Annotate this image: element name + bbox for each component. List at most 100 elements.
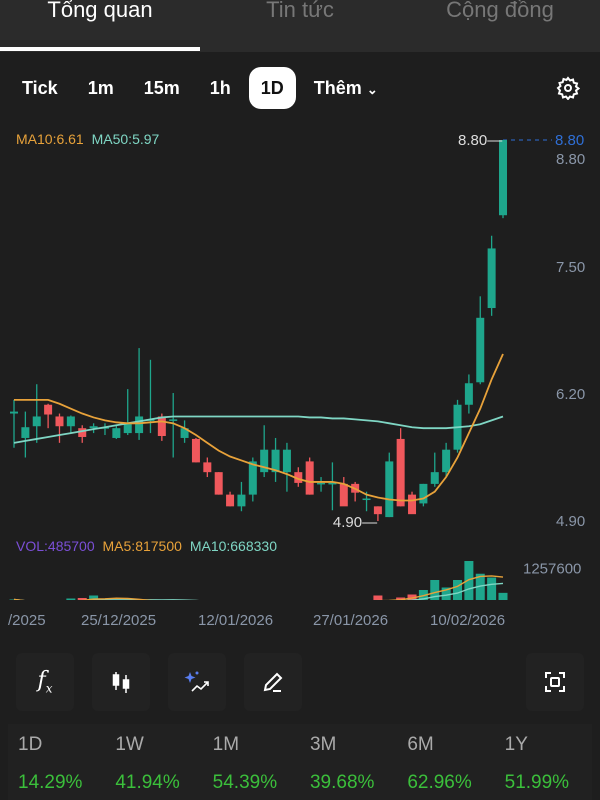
candle-body [260, 449, 269, 473]
return-period: 1W [115, 734, 144, 755]
volume-bar [396, 597, 406, 600]
return-value: 39.68% [309, 772, 375, 793]
return-3m[interactable]: 3M 39.68% [300, 724, 397, 800]
performance-returns: 1D 14.29% 1W 41.94% 1M 54.39% 3M 39.68% 6M 62… [8, 724, 592, 800]
return-period: 1Y [504, 734, 528, 755]
candle-body [294, 472, 303, 483]
x-axis-dates: /2025 25/12/2025 12/01/2026 27/01/2026 1… [0, 612, 600, 632]
y-tick-label: 8.80 [556, 151, 585, 168]
candle-body [135, 416, 144, 434]
candlestick-icon [112, 672, 130, 693]
top-tabs: Tổng quan Tin tức Cộng đồng [0, 0, 600, 52]
volume-bar [89, 595, 99, 600]
fullscreen-button[interactable] [526, 653, 584, 711]
volume-bar [77, 598, 87, 600]
candle-body [282, 449, 291, 473]
candle-body [339, 483, 348, 507]
x-tick-label: 25/12/2025 [81, 612, 157, 629]
return-period: 1D [18, 734, 43, 755]
return-1y[interactable]: 1Y 51.99% [495, 724, 592, 800]
volume-bar [475, 573, 485, 600]
x-tick-label: 12/01/2026 [198, 612, 274, 629]
low-price-label: 4.90— [333, 514, 377, 531]
candle-body [476, 317, 485, 383]
candle-body [203, 462, 212, 473]
x-tick-label: 10/02/2026 [430, 612, 506, 629]
volume-bar [373, 595, 383, 600]
chevron-down-icon: ⌄ [366, 82, 378, 97]
candle-body [430, 472, 439, 484]
candle-body [328, 482, 337, 485]
candle-body [66, 416, 75, 427]
interval-1h[interactable]: 1h [209, 78, 231, 98]
high-price-label: 8.80— [458, 132, 502, 149]
ma10-line [14, 353, 504, 502]
x-tick-label: /2025 [8, 612, 46, 629]
tab-community[interactable]: Cộng đồng [446, 0, 554, 22]
ma50-line [13, 415, 504, 444]
tab-news[interactable]: Tin tức [266, 0, 334, 22]
candle-body [271, 449, 280, 473]
candle-body [191, 438, 200, 463]
candle-body [89, 426, 98, 429]
chart-type-button[interactable] [92, 653, 150, 711]
candle-body [169, 419, 178, 421]
interval-tick[interactable]: Tick [22, 78, 58, 98]
draw-button[interactable] [244, 653, 302, 711]
candle-body [226, 494, 235, 507]
candle-body [78, 428, 87, 437]
interval-toolbar: Tick 1m 15m 1h 1D Thêm ⌄ [10, 66, 590, 110]
fullscreen-icon [545, 672, 565, 692]
volume-bar [487, 577, 497, 600]
y-tick-label: 6.20 [556, 386, 585, 403]
candle-body [32, 416, 41, 427]
interval-15m[interactable]: 15m [143, 78, 180, 98]
return-period: 3M [309, 734, 337, 755]
return-1w[interactable]: 1W 41.94% [105, 724, 202, 800]
volume-ma10-line [13, 582, 504, 600]
volume-bar [441, 587, 451, 600]
volume-bar [407, 594, 417, 600]
candle-body [419, 483, 428, 504]
return-1d[interactable]: 1D 14.29% [8, 724, 105, 800]
y-tick-label: 4.90 [556, 513, 585, 530]
candle-body [396, 438, 405, 507]
volume-max-label: 1257600 [523, 561, 581, 578]
candle-body [237, 494, 246, 507]
ai-analysis-button[interactable] [168, 653, 226, 711]
candle-body [373, 506, 382, 515]
candle-body [362, 498, 371, 501]
candle-body [487, 248, 496, 309]
candle-body [385, 461, 394, 518]
candle-body [248, 461, 257, 495]
return-value: 62.96% [407, 772, 472, 793]
more-label: Thêm [313, 78, 362, 98]
candle-body [55, 416, 64, 427]
interval-1m[interactable]: 1m [87, 78, 114, 98]
volume-bar [453, 580, 463, 600]
return-value: 41.94% [115, 772, 180, 793]
candle-body [408, 494, 417, 515]
candle-body [442, 449, 451, 473]
volume-bar [66, 598, 76, 600]
return-6m[interactable]: 6M 62.96% [397, 724, 494, 800]
return-value: 54.39% [212, 772, 278, 793]
indicator-button[interactable]: fx [16, 653, 74, 711]
candle-body [10, 411, 18, 414]
candle-body [123, 423, 132, 434]
candle-body [21, 427, 30, 438]
interval-1d[interactable]: 1D [248, 67, 296, 109]
gear-icon[interactable] [556, 76, 580, 100]
y-tick-label: 7.50 [556, 259, 585, 276]
return-1m[interactable]: 1M 54.39% [203, 724, 300, 800]
candle-body [157, 416, 166, 437]
candlestick-chart[interactable]: 8.80 7.50 6.20 4.90 8.80 8.80— 4.90— 1257600 [0, 120, 600, 600]
candle-body [464, 383, 473, 405]
vol-ma10-label: MA10:668330 [189, 538, 277, 554]
ai-trend-icon [184, 671, 209, 692]
more-dropdown[interactable]: Thêm ⌄ [302, 67, 390, 109]
volume-legend: VOL:485700 MA5:817500 MA10:668330 [16, 538, 277, 554]
tab-overview[interactable]: Tổng quan [0, 0, 200, 52]
volume-ma5-line [13, 575, 504, 600]
return-period: 1M [212, 734, 240, 755]
